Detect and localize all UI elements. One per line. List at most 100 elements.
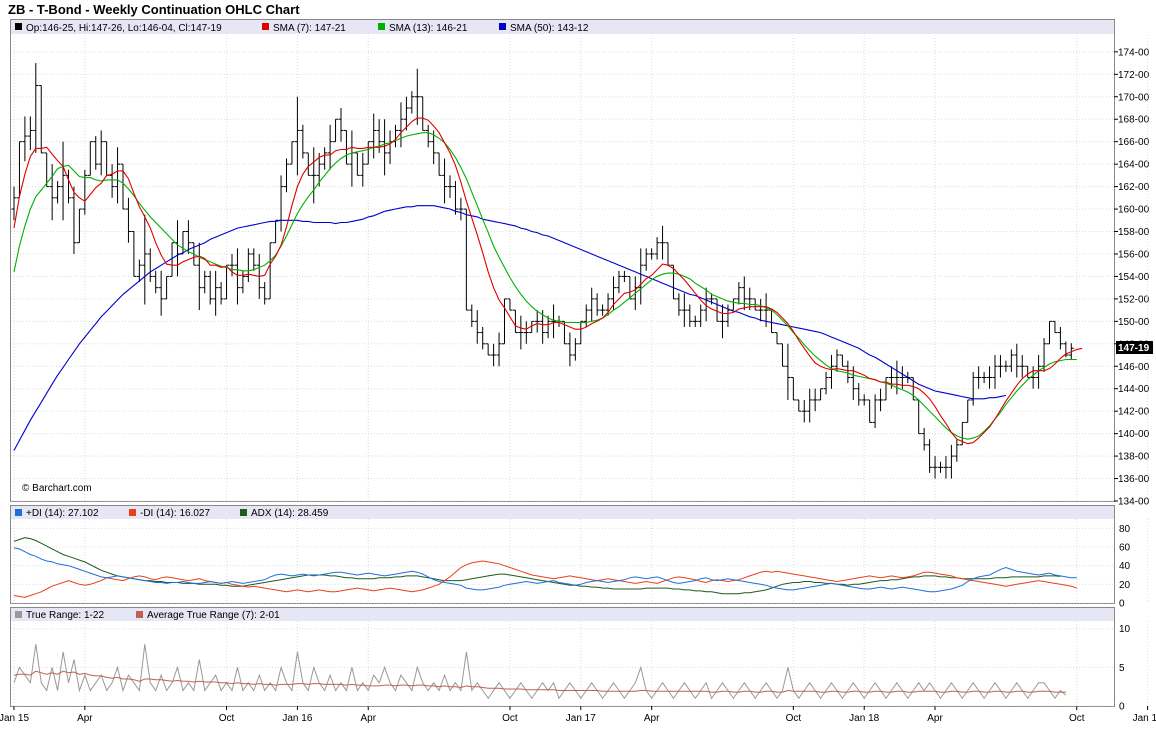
ohlc-bar (431, 130, 437, 165)
ohlc-bar (638, 248, 644, 305)
price-tick-label: 170-00 (1118, 92, 1150, 103)
x-tick-label: Apr (927, 713, 943, 724)
atr-legend-text: Average True Range (7): 2-01 (147, 610, 280, 621)
price-tick-label: 134-00 (1118, 497, 1150, 508)
ohlc-bar (27, 116, 33, 151)
ohlc-bar (567, 332, 573, 367)
ohlc-bar (785, 343, 791, 400)
ohlc-bar (981, 371, 987, 384)
ohlc-bar (643, 248, 649, 271)
ohlc-bar (621, 270, 627, 283)
x-tick-label: Jan 16 (282, 713, 312, 724)
ohlc-bar (273, 219, 279, 244)
ohlc-bar (136, 259, 142, 283)
ohlc-bar (71, 186, 77, 254)
ohlc-bar (185, 220, 191, 254)
ohlc-bar (49, 164, 55, 221)
ohlc-bar (965, 399, 971, 423)
ohlc-bar (600, 304, 606, 316)
ohlc-bar (305, 152, 311, 176)
x-tick-label: Apr (360, 713, 376, 724)
sma50-legend-text: SMA (50): 143-12 (510, 23, 589, 34)
ohlc-bar (670, 264, 676, 300)
ohlc-bar (436, 152, 442, 176)
ohlc-bar (458, 197, 464, 221)
sma50-legend-swatch (499, 23, 506, 30)
ohlc-bar (867, 399, 873, 423)
dmi-legend-bar (11, 506, 1114, 519)
ohlc-bar (289, 141, 295, 165)
price-tick-label: 168-00 (1118, 115, 1150, 126)
ohlc-bar (687, 304, 693, 327)
adx-swatch (240, 509, 247, 516)
ohlc-bar (997, 355, 1003, 378)
tr-legend-bar (11, 608, 1114, 621)
ohlc-bar (758, 298, 764, 322)
dmi-tick-label: 40 (1119, 561, 1131, 572)
ohlc-bar (987, 366, 993, 389)
ohlc-bar (262, 282, 268, 305)
ohlc-bar (807, 388, 813, 423)
ohlc-bar (616, 270, 622, 294)
ohlc-bar (845, 360, 851, 384)
ohlc-bar (948, 444, 954, 479)
x-tick-label: Oct (1069, 713, 1085, 724)
price-tick-label: 154-00 (1118, 272, 1150, 283)
ohlc-bar (333, 118, 339, 143)
sma13-legend-swatch (378, 23, 385, 30)
dmi-legend: +DI (14): 27.102 -DI (14): 16.027 ADX (1… (15, 508, 329, 519)
ohlc-bar (327, 124, 333, 170)
ohlc-bar (774, 332, 780, 345)
ohlc-bar (627, 275, 633, 300)
ohlc-bar (812, 388, 818, 412)
x-tick-label: Apr (77, 713, 93, 724)
ohlc-bar (158, 270, 164, 316)
sma7-line (13, 117, 1083, 445)
ohlc-bar (414, 68, 420, 125)
ohlc-bar (300, 124, 306, 159)
ohlc-bar (1014, 343, 1020, 378)
ohlc-bar (229, 253, 235, 277)
ohlc-bar (98, 130, 104, 176)
ohlc-bar (447, 175, 453, 198)
price-panel (10, 19, 1115, 502)
price-tick-label: 158-00 (1118, 227, 1150, 238)
x-tick-label: Oct (502, 713, 518, 724)
ohlc-legend-swatch (15, 23, 22, 30)
price-tick-label: 144-00 (1118, 384, 1150, 395)
ohlc-bar (218, 282, 224, 305)
ohlc-bar (583, 304, 589, 327)
ohlc-bar (932, 456, 938, 479)
ohlc-bar (872, 394, 878, 429)
ohlc-bar (545, 315, 551, 339)
ohlc-bar (698, 304, 704, 327)
x-tick-label: Jan 15 (0, 713, 29, 724)
ohlc-bar (267, 242, 273, 300)
sma7-legend-swatch (262, 23, 269, 30)
x-tick-label: Jan 19 (1133, 713, 1156, 724)
plus-di-line (13, 547, 1077, 593)
ohlc-bar (284, 158, 289, 193)
plus-di-swatch (15, 509, 22, 516)
price-tick-label: 174-00 (1118, 47, 1150, 58)
dmi-tick-label: 0 (1119, 599, 1125, 610)
ohlc-bar (38, 85, 44, 154)
price-tick-label: 160-00 (1118, 205, 1150, 216)
ohlc-bar (954, 439, 960, 462)
x-tick-label: Apr (644, 713, 660, 724)
last-price-tag: 147-19 (1118, 343, 1150, 354)
price-tick-label: 152-00 (1118, 294, 1150, 305)
dmi-tick-label: 20 (1119, 580, 1131, 591)
minus-di-line (13, 560, 1077, 598)
ohlc-bar (420, 96, 426, 131)
ohlc-bar (507, 298, 513, 311)
ohlc-bar (452, 180, 458, 215)
ohlc-bar (142, 214, 148, 305)
ohlc-bar (131, 231, 137, 277)
ohlc-bar (938, 461, 943, 473)
ohlc-bar (703, 287, 709, 322)
ohlc-bar (1008, 349, 1014, 372)
ohlc-bar (529, 320, 535, 334)
chart-title: ZB - T-Bond - Weekly Continuation OHLC C… (8, 2, 300, 17)
ohlc-bar (33, 63, 39, 153)
